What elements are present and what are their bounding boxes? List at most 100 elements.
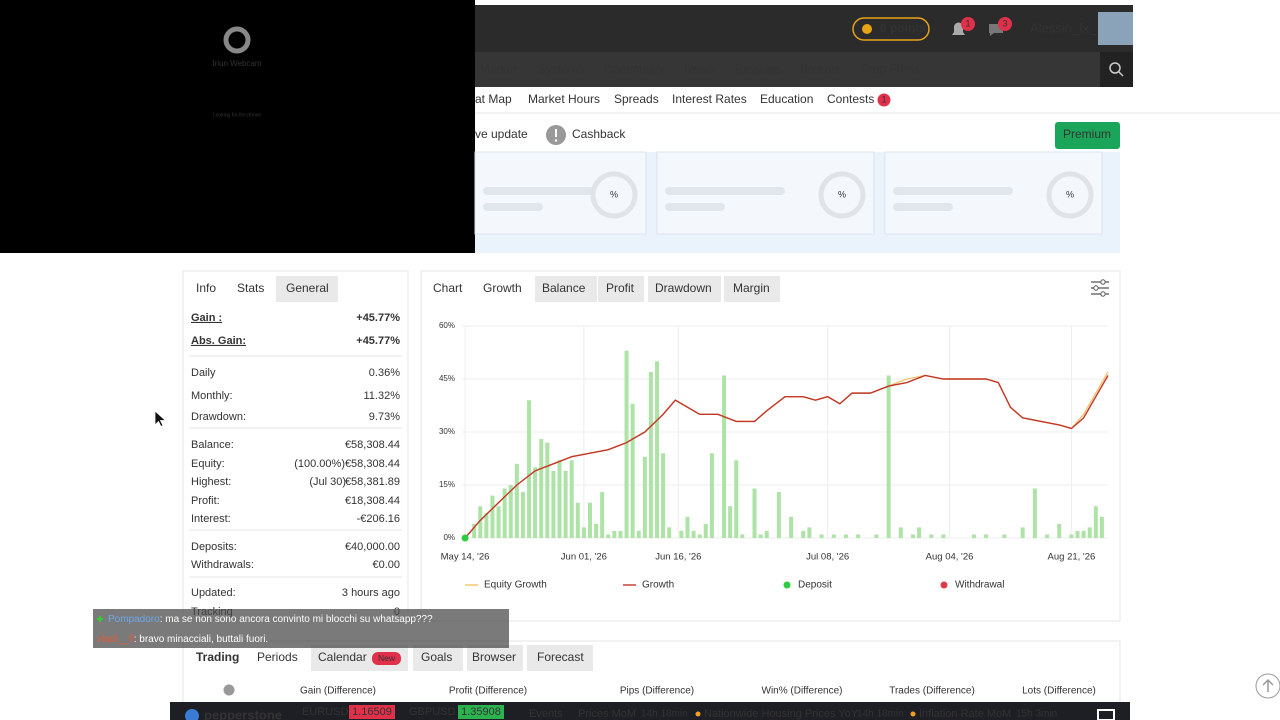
bottom-tab[interactable]: Periods — [257, 650, 298, 664]
bar — [722, 375, 727, 538]
event-name: Prices MoM — [578, 708, 636, 720]
stat-value: €58,381.89 — [345, 476, 400, 488]
points-pill[interactable] — [852, 17, 930, 41]
legend-label[interactable]: Deposit — [798, 580, 832, 591]
nav-item[interactable]: Community — [604, 62, 665, 76]
price: 1.16509 — [352, 706, 392, 718]
bottom-tab[interactable]: Calendar — [318, 650, 367, 664]
events-label: Events — [529, 708, 563, 720]
bar — [734, 460, 739, 538]
table-header: Pips (Difference) — [620, 686, 694, 697]
bar — [484, 513, 489, 538]
event-time: 14h 18min — [641, 709, 688, 720]
info-tab[interactable]: General — [286, 281, 329, 295]
chart-panel — [420, 270, 1121, 622]
y-tick-label: 0% — [443, 533, 455, 542]
bar — [642, 456, 647, 538]
cashback-link[interactable]: Cashback — [572, 127, 626, 141]
bar — [1020, 527, 1025, 538]
bar — [557, 460, 562, 538]
bottom-tab[interactable]: Trading — [196, 650, 239, 664]
stat-value: €0.00 — [372, 559, 400, 571]
tab-bg — [724, 276, 780, 302]
bar — [551, 470, 556, 538]
bar — [752, 488, 757, 538]
price-box — [349, 705, 395, 719]
subnav-item[interactable]: at Map — [475, 92, 512, 106]
bar — [819, 534, 824, 538]
bar — [898, 527, 903, 538]
avatar[interactable] — [1098, 12, 1133, 45]
bar — [703, 523, 708, 538]
nav-bar — [475, 52, 1133, 87]
settings-knob — [1100, 291, 1106, 297]
chat-message: : bravo minacciali, buttali fuori. — [134, 634, 269, 645]
nav-item[interactable]: Reviews — [735, 62, 780, 76]
premium-button[interactable] — [1055, 122, 1120, 149]
y-tick-label: 45% — [439, 374, 455, 383]
stat-value: €58,308.44 — [345, 439, 400, 451]
stat-value: -€206.16 — [357, 513, 400, 525]
nav-item[interactable]: Brokers — [800, 62, 841, 76]
info-tab[interactable]: Stats — [237, 281, 264, 295]
chart-tab[interactable]: Margin — [733, 281, 770, 295]
chart-tab[interactable]: Drawdown — [655, 281, 712, 295]
chart-tab[interactable]: Chart — [433, 281, 463, 295]
progress-ring — [590, 171, 638, 219]
premium-label[interactable]: Premium — [1063, 127, 1111, 141]
chart-tab[interactable]: Growth — [483, 281, 522, 295]
bar — [618, 530, 623, 538]
subnav-item[interactable]: Education — [760, 92, 813, 106]
points[interactable]: 0 points — [880, 21, 926, 35]
search-icon-handle — [1118, 71, 1124, 77]
stat-label: Equity: — [191, 458, 225, 470]
bar — [612, 530, 617, 538]
legend-label[interactable]: Growth — [642, 580, 674, 591]
info-tab[interactable]: Info — [196, 281, 216, 295]
subnav-item[interactable]: Spreads — [614, 92, 659, 106]
search-button[interactable] — [1100, 52, 1133, 87]
bar — [801, 530, 806, 538]
subnav-item[interactable]: Interest Rates — [672, 92, 747, 106]
new-badge-text: New — [378, 653, 396, 663]
bottom-tab[interactable]: Browser — [472, 650, 516, 664]
bar — [886, 375, 891, 538]
bar — [697, 534, 702, 538]
subnav-item[interactable]: Market Hours — [528, 92, 600, 106]
bar — [630, 403, 635, 538]
x-tick-label: Jun 16, '26 — [655, 552, 701, 563]
header — [475, 5, 1133, 52]
tab-bg — [648, 276, 721, 302]
username[interactable]: Alessio_fx_ — [1030, 20, 1097, 35]
settings-knob — [1100, 279, 1106, 285]
placeholder — [483, 187, 594, 195]
bar — [740, 534, 745, 538]
update-link[interactable]: ve update — [475, 127, 528, 141]
nav-item[interactable]: Prop Firms — [861, 62, 920, 76]
bar — [1045, 534, 1050, 538]
stat-note: (Jul 30) — [309, 476, 346, 488]
legend-marker — [783, 581, 791, 589]
bar — [679, 530, 684, 538]
bar — [709, 453, 714, 538]
legend-label[interactable]: Withdrawal — [955, 580, 1004, 591]
legend-label[interactable]: Equity Growth — [484, 580, 547, 591]
nav-item[interactable]: Systems — [538, 62, 584, 76]
stat-label: Updated: — [191, 587, 236, 599]
bar — [648, 371, 653, 538]
notification-count: 1 — [965, 18, 970, 28]
bar — [874, 534, 879, 538]
bottom-tab[interactable]: Forecast — [537, 650, 584, 664]
chart-tab[interactable]: Balance — [542, 281, 586, 295]
nav-item[interactable]: News — [684, 62, 714, 76]
symbol: EURUSD — [302, 706, 349, 718]
subnav-item[interactable]: Contests — [827, 92, 874, 106]
webcam-title: Iriun Webcam — [212, 59, 262, 68]
new-badge — [372, 652, 401, 665]
bar — [539, 439, 544, 538]
bar — [496, 506, 501, 538]
bottom-tab[interactable]: Goals — [421, 650, 452, 664]
chart-tab[interactable]: Profit — [606, 281, 635, 295]
y-tick-label: 60% — [439, 321, 455, 330]
nav-item[interactable]: Market — [480, 62, 517, 76]
